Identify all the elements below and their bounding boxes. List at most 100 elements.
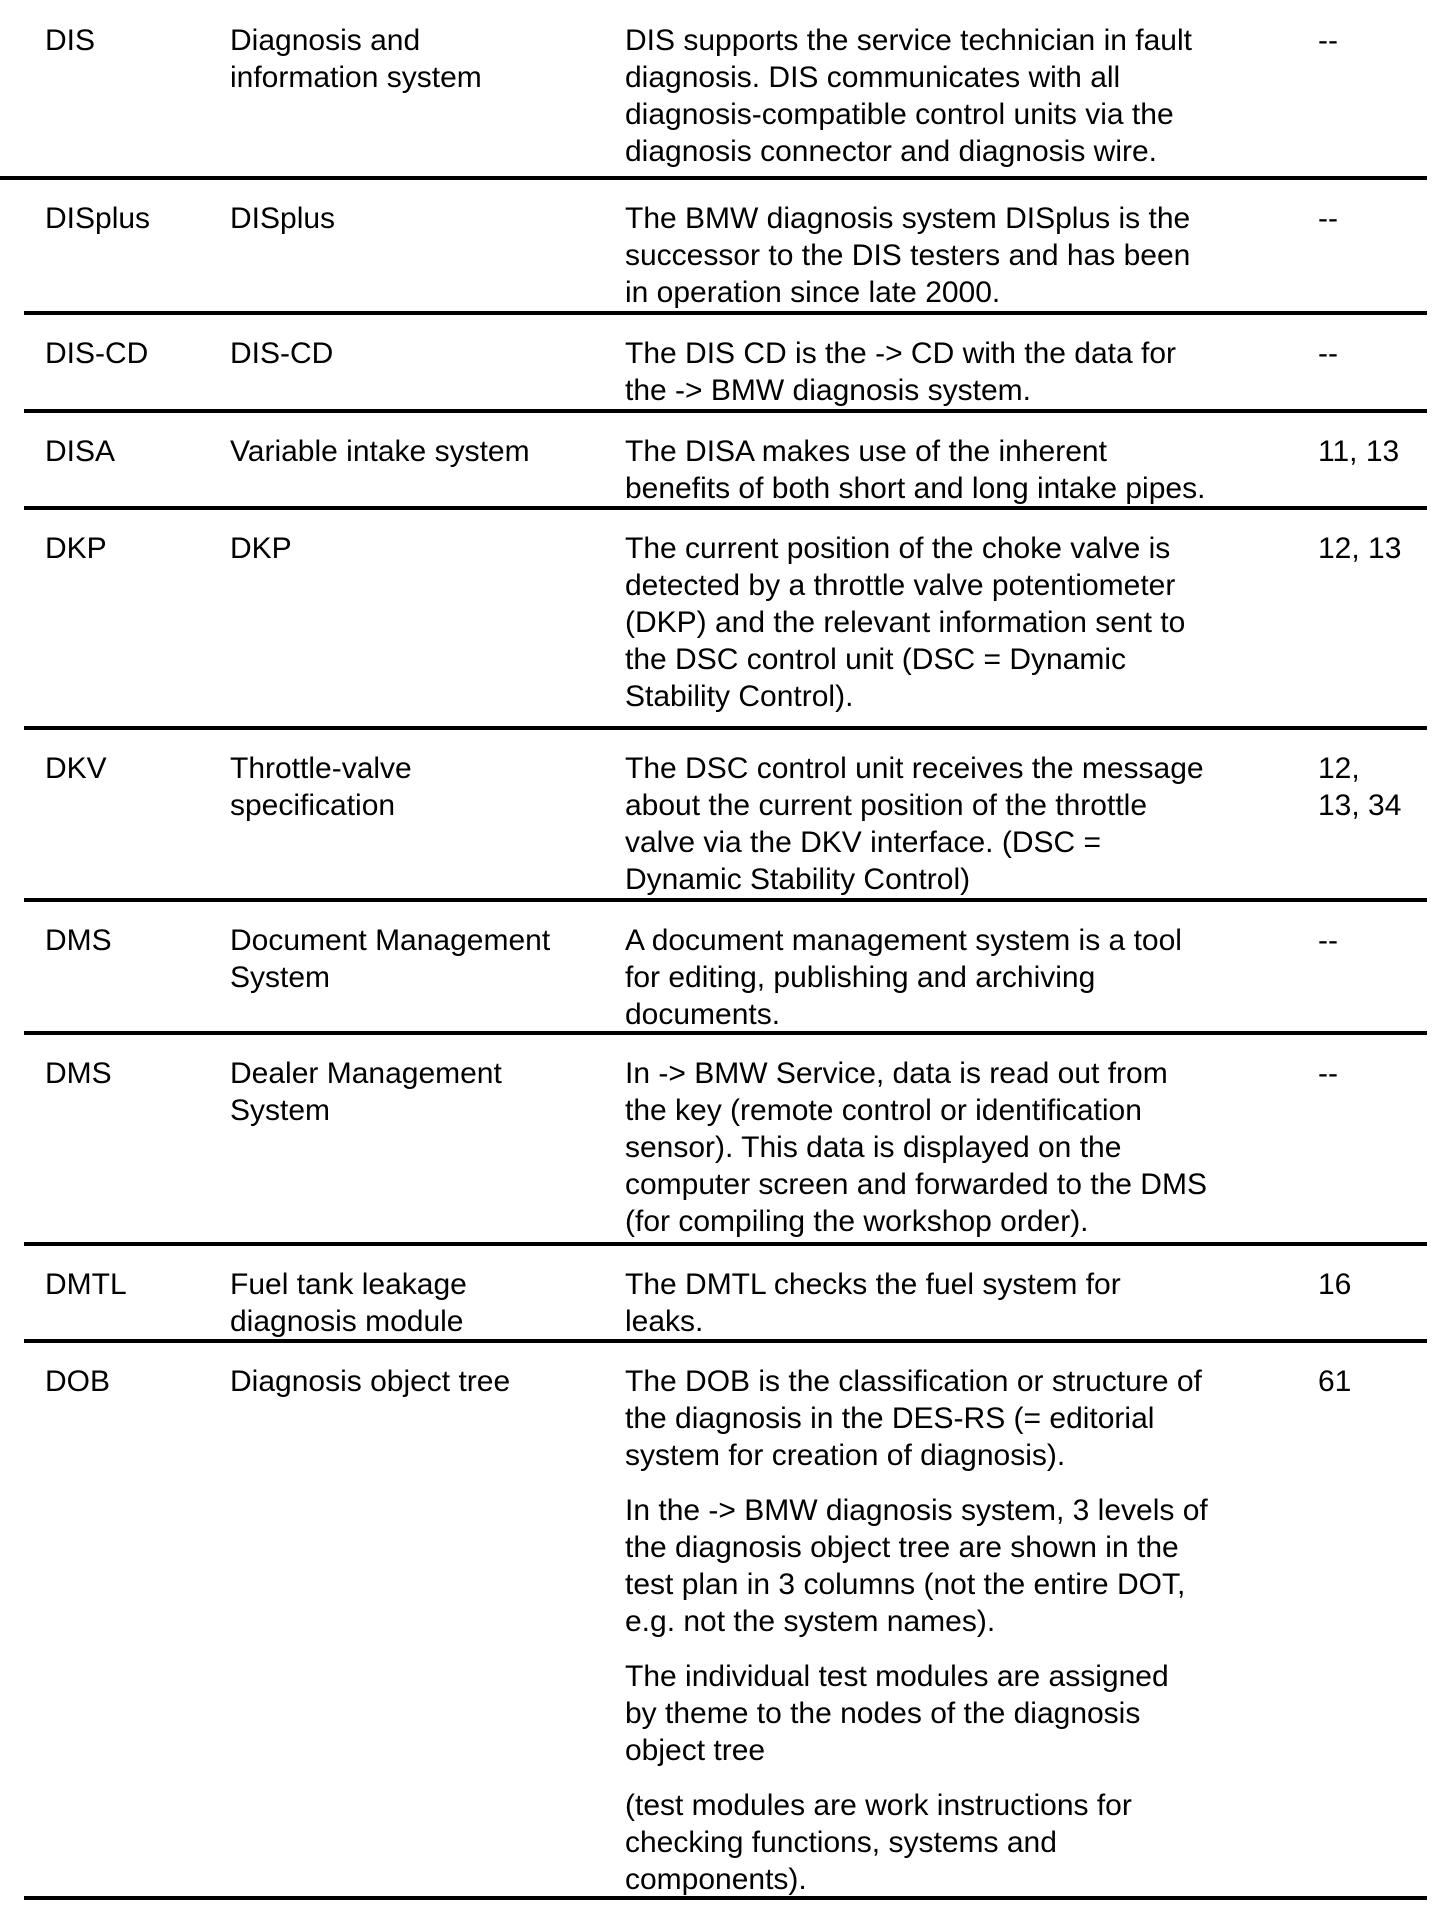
description-line: valve via the DKV interface. (DSC = [625, 826, 1102, 859]
term-cell: DKP [230, 530, 292, 567]
reference-line: -- [1318, 337, 1338, 370]
description-paragraph: The BMW diagnosis system DISplus is the s… [625, 200, 1190, 311]
term-cell: Diagnosis and information system [230, 22, 482, 96]
abbreviation: DIS [45, 24, 96, 57]
term-line: DISplus [230, 202, 336, 235]
description-cell: The current position of the choke valve … [625, 530, 1185, 715]
term-line: Document Management [230, 924, 551, 957]
description-cell: A document management system is a tool fo… [625, 922, 1182, 1033]
term-cell: DISplus [230, 200, 335, 237]
description-line: In the -> BMW diagnosis system, 3 levels… [625, 1494, 1208, 1527]
description-line: The DOB is the classification or structu… [625, 1365, 1202, 1398]
term-line: Diagnosis object tree [230, 1365, 511, 1398]
description-line: the key (remote control or identificatio… [625, 1094, 1142, 1127]
description-line: (for compiling the workshop order). [625, 1205, 1089, 1238]
description-line: The BMW diagnosis system DISplus is the [625, 202, 1191, 235]
description-line: documents. [625, 998, 781, 1031]
description-line: detected by a throttle valve potentiomet… [625, 569, 1176, 602]
term-line: DKP [230, 532, 292, 565]
row-divider [24, 726, 1427, 730]
description-line: The DMTL checks the fuel system for [625, 1268, 1121, 1301]
description-line: system for creation of diagnosis). [625, 1439, 1066, 1472]
abbreviation: DMTL [45, 1268, 127, 1301]
description-line: diagnosis connector and diagnosis wire. [625, 135, 1157, 168]
description-cell: The DIS CD is the -> CD with the data fo… [625, 335, 1176, 409]
abbreviation: DIS-CD [45, 337, 149, 370]
abbreviation-cell: DIS-CD [45, 335, 148, 372]
reference-line: 61 [1318, 1365, 1352, 1398]
row-divider [24, 898, 1427, 902]
abbreviation-cell: DMTL [45, 1266, 127, 1303]
description-line: In -> BMW Service, data is read out from [625, 1057, 1168, 1090]
term-cell: Fuel tank leakage diagnosis module [230, 1266, 467, 1340]
description-paragraph: The DSC control unit receives the messag… [625, 750, 1204, 898]
description-paragraph: The DIS CD is the -> CD with the data fo… [625, 335, 1176, 409]
row-divider [0, 176, 1427, 180]
term-line: System [230, 961, 331, 994]
term-line: Throttle-valve [230, 752, 412, 785]
description-paragraph: In -> BMW Service, data is read out from… [625, 1055, 1207, 1240]
reference-line: 12, [1318, 752, 1360, 785]
reference-cell: 16 [1318, 1266, 1351, 1303]
abbreviation-cell: DKP [45, 530, 107, 567]
term-cell: Dealer Management System [230, 1055, 502, 1129]
term-cell: Diagnosis object tree [230, 1363, 510, 1400]
reference-cell: -- [1318, 22, 1338, 59]
description-cell: The DMTL checks the fuel system for leaks… [625, 1266, 1121, 1340]
reference-line: 12, 13 [1318, 532, 1402, 565]
abbreviation-cell: DMS [45, 1055, 112, 1092]
description-line: the diagnosis in the DES-RS (= editorial [625, 1402, 1155, 1435]
abbreviation-cell: DIS [45, 22, 95, 59]
description-line: (test modules are work instructions for [625, 1789, 1132, 1822]
row-divider [24, 506, 1427, 510]
description-paragraph: The DMTL checks the fuel system for leaks… [625, 1266, 1121, 1340]
row-divider [24, 1339, 1427, 1343]
description-line: The DISA makes use of the inherent [625, 435, 1107, 468]
description-paragraph: In the -> BMW diagnosis system, 3 levels… [625, 1492, 1208, 1640]
row-divider [24, 1031, 1427, 1035]
description-paragraph: A document management system is a tool fo… [625, 922, 1182, 1033]
description-line: about the current position of the thrott… [625, 789, 1147, 822]
reference-cell: -- [1318, 922, 1338, 959]
term-cell: Variable intake system [230, 433, 530, 470]
term-cell: Document Management System [230, 922, 550, 996]
abbreviation-cell: DISplus [45, 200, 150, 237]
reference-cell: -- [1318, 335, 1338, 372]
term-line: diagnosis module [230, 1305, 464, 1338]
description-line: object tree [625, 1734, 766, 1767]
description-line: sensor). This data is displayed on the [625, 1131, 1122, 1164]
abbreviation: DKP [45, 532, 107, 565]
description-line: the diagnosis object tree are shown in t… [625, 1531, 1179, 1564]
description-line: components). [625, 1863, 807, 1896]
term-line: Diagnosis and [230, 24, 421, 57]
abbreviation-cell: DMS [45, 922, 112, 959]
description-paragraph: (test modules are work instructions for c… [625, 1787, 1208, 1898]
description-line: by theme to the nodes of the diagnosis [625, 1697, 1141, 1730]
reference-line: 11, 13 [1318, 435, 1400, 468]
row-divider [24, 409, 1427, 413]
description-cell: The BMW diagnosis system DISplus is the s… [625, 200, 1190, 311]
abbreviation: DISA [45, 435, 116, 468]
abbreviation-cell: DOB [45, 1363, 110, 1400]
description-cell: The DOB is the classification or structu… [625, 1363, 1208, 1898]
description-line: leaks. [625, 1305, 704, 1338]
term-line: Dealer Management [230, 1057, 502, 1090]
abbreviation: DISplus [45, 202, 151, 235]
description-line: Stability Control). [625, 680, 854, 713]
description-cell: The DSC control unit receives the messag… [625, 750, 1204, 898]
reference-cell: 11, 13 [1318, 433, 1399, 470]
description-line: computer screen and forwarded to the DMS [625, 1168, 1207, 1201]
term-line: DIS-CD [230, 337, 334, 370]
reference-line: -- [1318, 24, 1338, 57]
description-line: the DSC control unit (DSC = Dynamic [625, 643, 1127, 676]
description-line: for editing, publishing and archiving [625, 961, 1096, 994]
description-line: A document management system is a tool [625, 924, 1182, 957]
description-line: (DKP) and the relevant information sent … [625, 606, 1186, 639]
term-cell: Throttle-valve specification [230, 750, 412, 824]
abbreviation: DMS [45, 1057, 112, 1090]
description-paragraph: The DOB is the classification or structu… [625, 1363, 1208, 1474]
description-line: The current position of the choke valve … [625, 532, 1171, 565]
reference-cell: 61 [1318, 1363, 1351, 1400]
description-paragraph: The DISA makes use of the inherent benefi… [625, 433, 1205, 507]
description-line: successor to the DIS testers and has bee… [625, 239, 1191, 272]
